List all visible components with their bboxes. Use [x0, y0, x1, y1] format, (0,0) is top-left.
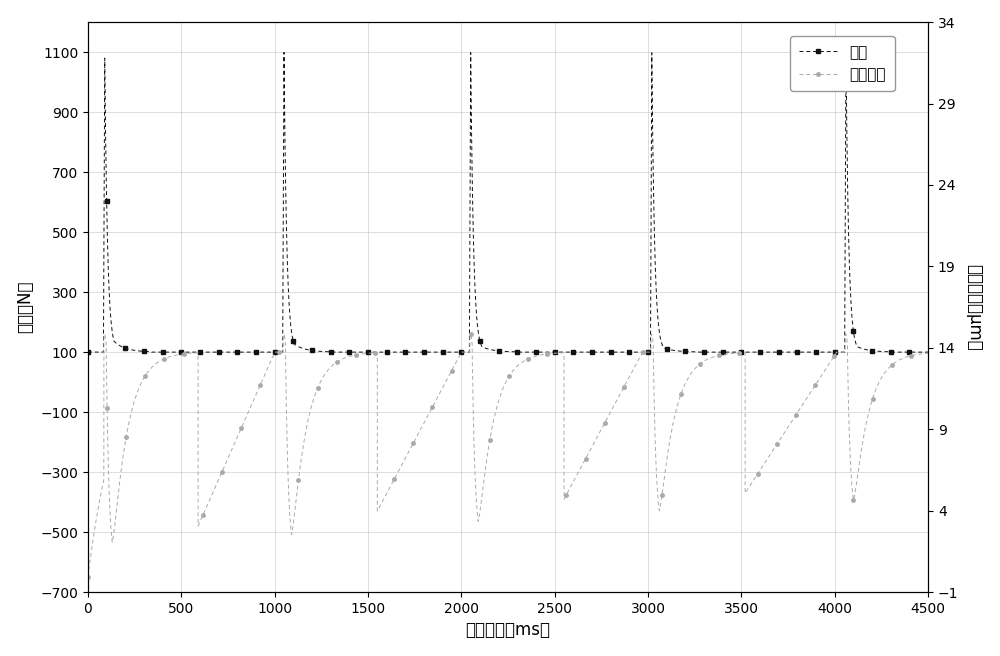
水平变形 [402, 449, 414, 457]
水平变形 [475, 497, 487, 504]
Y-axis label: 应力（N）: 应力（N） [17, 281, 35, 333]
Line: 应力: 应力 [86, 51, 930, 354]
水平变形 [686, 368, 698, 376]
水平变形 [87, 535, 99, 543]
应力 [922, 348, 934, 356]
水平变形 [922, 349, 934, 357]
应力 [87, 348, 99, 356]
水平变形 [82, 573, 94, 581]
Line: 水平变形: 水平变形 [86, 333, 930, 579]
Legend: 应力, 水平变形: 应力, 水平变形 [790, 35, 895, 91]
应力 [402, 348, 414, 356]
应力 [82, 348, 94, 356]
水平变形 [714, 351, 726, 359]
应力 [475, 342, 487, 350]
Y-axis label: 水平变形（μm）: 水平变形（μm） [965, 264, 983, 350]
应力 [385, 348, 397, 356]
应力 [686, 348, 698, 356]
水平变形 [385, 482, 397, 490]
应力 [840, 49, 852, 56]
应力 [714, 348, 726, 356]
X-axis label: 加载时间（ms）: 加载时间（ms） [466, 621, 551, 640]
水平变形 [99, 330, 111, 338]
